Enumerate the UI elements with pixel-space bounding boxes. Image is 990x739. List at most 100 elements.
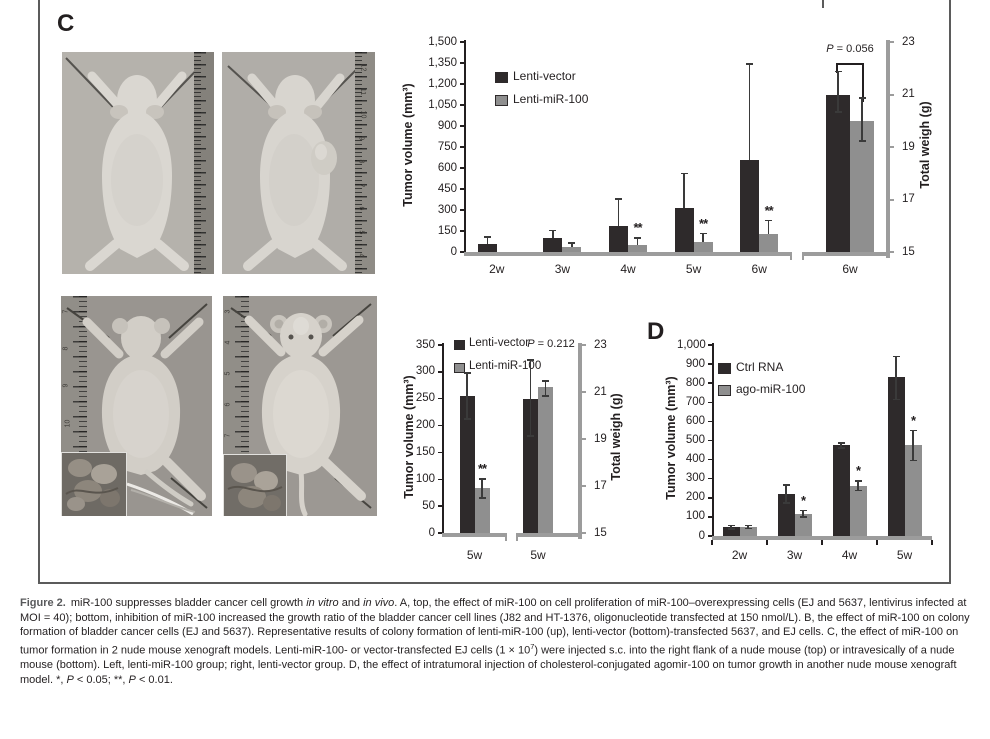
mouse-ventral-illustration — [66, 303, 208, 516]
y-tick-label: 200 — [685, 491, 705, 504]
right-y-tick-mark — [890, 41, 894, 43]
y-tick-mark — [438, 344, 442, 346]
y-tick-label: 450 — [437, 182, 457, 195]
error-bar-cap — [837, 442, 845, 444]
x-axis-line — [802, 252, 886, 256]
error-bar-cap — [858, 140, 866, 142]
error-bar-cap — [799, 516, 807, 518]
error-bar — [571, 242, 573, 247]
error-bar-cap — [542, 380, 549, 382]
bar — [693, 242, 713, 252]
y-tick-label: 250 — [415, 392, 435, 405]
y-tick-mark — [438, 478, 442, 481]
panel-d-label: D — [647, 318, 665, 345]
right-y-tick-label: 19 — [594, 432, 607, 445]
y-tick-mark — [708, 535, 712, 537]
error-bar-cap — [782, 484, 790, 486]
x-tick-mark — [876, 539, 878, 545]
p-bracket-left-arm — [836, 63, 838, 73]
error-bar — [702, 232, 704, 243]
axis-break-mark — [516, 533, 518, 541]
x-axis-line — [712, 536, 932, 540]
y-tick-label: 600 — [685, 414, 705, 427]
y-tick-label: 300 — [437, 203, 457, 216]
y-axis-line — [712, 343, 714, 540]
error-bar-cap — [837, 447, 845, 449]
error-bar-cap — [782, 502, 790, 504]
x-tick-mark — [711, 539, 713, 545]
y-tick-mark — [438, 397, 442, 400]
figure-caption: Figure 2. miR-100 suppresses bladder canc… — [20, 596, 975, 687]
error-bar-cap — [699, 232, 707, 235]
legend-label-ctrl-rna: Ctrl RNA — [736, 360, 784, 374]
y-tick-label: 900 — [685, 357, 705, 370]
right-y-tick-label: 15 — [902, 245, 915, 258]
y-tick-mark — [460, 167, 464, 169]
y-tick-mark — [708, 477, 712, 480]
y-tick-mark — [438, 532, 442, 534]
error-bar-cap — [854, 489, 862, 492]
error-bar — [912, 429, 914, 462]
bar — [826, 94, 850, 252]
y-tick-mark — [460, 230, 464, 232]
caption-italic: in vitro — [306, 597, 339, 609]
x-tick-mark — [766, 539, 768, 545]
y-tick-mark — [460, 251, 464, 253]
p-bracket — [836, 63, 864, 65]
right-y-tick-mark — [582, 391, 586, 393]
x-tick-label: 4w — [841, 548, 858, 562]
error-bar-cap — [615, 198, 622, 200]
caption-text: < 0.05; **, — [73, 673, 129, 686]
ruler-number: 11 — [359, 87, 367, 95]
error-bar-cap — [549, 229, 557, 232]
right-y-tick-label: 23 — [902, 35, 915, 48]
significance-marker: ** — [764, 202, 774, 218]
y-tick-label: 50 — [422, 499, 435, 512]
error-bar — [486, 236, 489, 244]
bar — [850, 120, 874, 252]
ruler-number: 4 — [357, 253, 365, 258]
caption-text: < 0.01. — [135, 673, 173, 686]
bar — [459, 396, 475, 533]
error-bar — [529, 359, 532, 437]
bar — [887, 377, 905, 536]
error-bar — [617, 198, 620, 227]
mouse-ventral-illustration — [230, 303, 372, 516]
ruler-number: 8 — [357, 159, 365, 164]
tumor-lump — [311, 141, 337, 175]
p-symbol: P — [527, 338, 535, 350]
chart-weekly-tumor-volume: Tumor volume (mm³) Total weigh (g) Lenti… — [398, 28, 955, 283]
significance-marker: ** — [477, 461, 487, 477]
bar — [722, 527, 740, 536]
error-bar — [466, 372, 468, 420]
right-y-tick-label: 21 — [902, 88, 915, 100]
right-y-tick-mark — [582, 344, 586, 346]
axis-break-mark — [505, 533, 507, 541]
mouse-photo-bottom-right: 3456789 — [223, 296, 377, 516]
y-tick-label: 750 — [437, 140, 457, 153]
y-tick-mark — [708, 344, 712, 346]
y-tick-label: 350 — [415, 338, 435, 351]
error-bar-cap — [744, 524, 752, 527]
x-tick-label: 3w — [554, 262, 571, 276]
legend-label-lenti-vector: Lenti-vector — [513, 69, 576, 83]
caption-italic: P — [128, 673, 136, 686]
mouse-dorsal-illustration — [65, 55, 211, 271]
right-y-tick-label: 23 — [594, 338, 607, 351]
p-bracket-right-arm — [862, 63, 864, 102]
right-y-tick-mark — [890, 251, 894, 253]
y-tick-mark — [708, 420, 712, 423]
bar — [794, 514, 812, 536]
error-bar-cap — [799, 509, 807, 512]
y-tick-mark — [708, 401, 712, 404]
bar — [740, 159, 760, 252]
bar — [628, 245, 647, 252]
y-tick-mark — [460, 146, 464, 148]
ruler-number: 5 — [357, 230, 365, 234]
caption-text: ) were injected s.c. into the right flan… — [20, 644, 957, 686]
error-bar — [857, 480, 859, 492]
ruler-number: 12 — [359, 63, 367, 72]
p-value-annotation: P = 0.056 — [803, 43, 897, 55]
y-tick-mark — [708, 439, 712, 442]
